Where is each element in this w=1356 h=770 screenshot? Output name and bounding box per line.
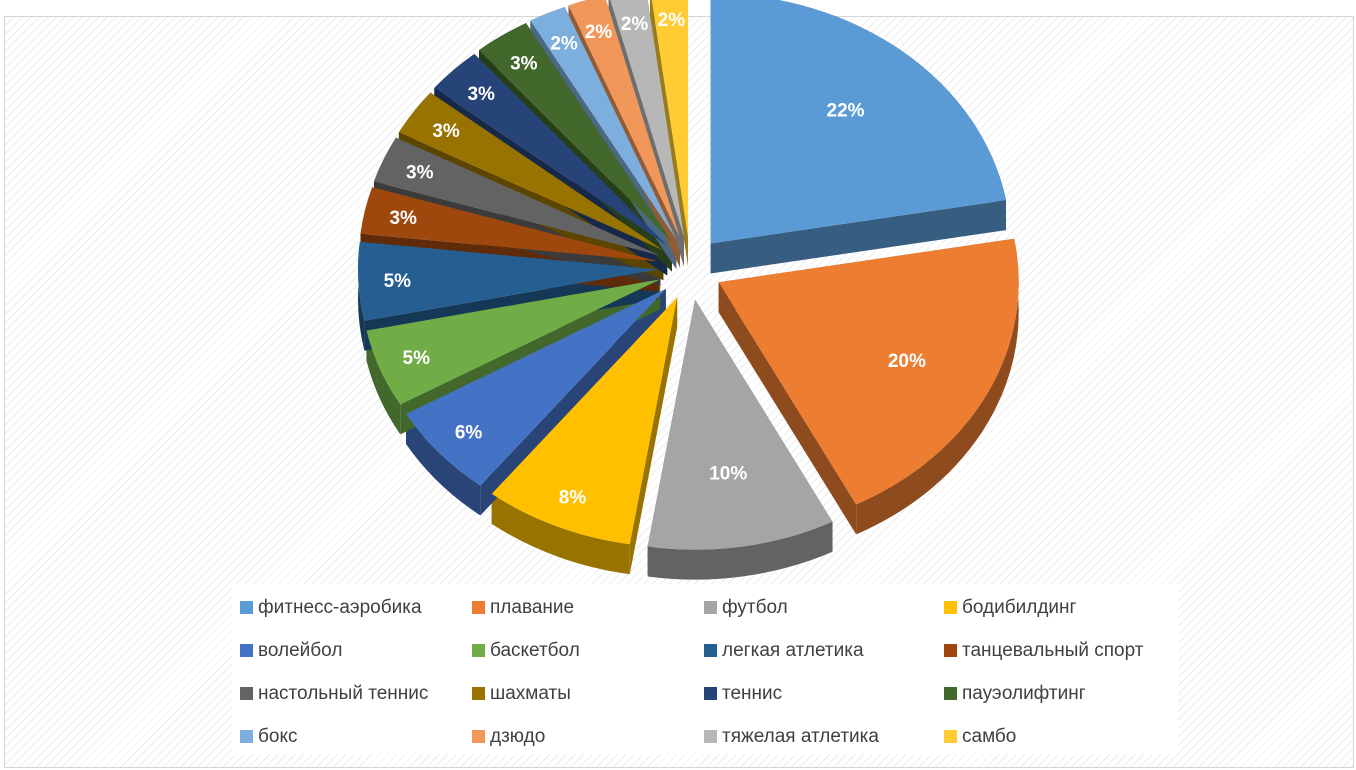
legend-swatch	[704, 644, 717, 657]
legend-item-бодибилдинг: бодибилдинг	[936, 586, 1178, 629]
legend-swatch	[944, 644, 957, 657]
legend-item-пауэолифтинг: пауэолифтинг	[936, 672, 1178, 715]
pie-slices	[358, 0, 1019, 550]
pie-slice-баскетбол	[366, 279, 661, 405]
pie-side-самбо	[649, 0, 688, 267]
legend-swatch	[944, 601, 957, 614]
legend-item-плавание: плавание	[464, 586, 696, 629]
legend-item-фитнесс-аэробика: фитнесс-аэробика	[232, 586, 464, 629]
legend-swatch	[944, 687, 957, 700]
legend-swatch	[240, 644, 253, 657]
legend-label: тяжелая атлетика	[722, 725, 879, 747]
legend-label: баскетбол	[490, 639, 580, 661]
pie-side-плавание	[718, 282, 857, 535]
legend-label: плавание	[490, 596, 575, 618]
data-label-самбо: 2%	[658, 10, 686, 31]
legend-swatch	[704, 687, 717, 700]
legend-swatch	[240, 687, 253, 700]
legend: фитнесс-аэробика плавание футбол бодибилдин…	[232, 584, 1178, 754]
legend-item-теннис: теннис	[696, 672, 936, 715]
pie-rim-футбол	[647, 521, 833, 580]
legend-item-самбо: самбо	[936, 715, 1178, 758]
pie-slice-самбо	[651, 0, 688, 237]
legend-label: дзюдо	[490, 725, 546, 747]
data-label-тяжелая-атлетика: 2%	[621, 14, 649, 35]
data-label-бодибилдинг: 8%	[559, 488, 587, 509]
pie-slice-волейбол	[406, 288, 666, 486]
pie-slice-плавание	[718, 238, 1019, 505]
legend-label: настольный теннис	[258, 682, 429, 704]
legend-label: пауэолифтинг	[962, 682, 1086, 704]
legend-label: бокс	[258, 725, 298, 747]
legend-label: волейбол	[258, 639, 343, 661]
pie-slice-шахматы	[398, 92, 664, 251]
data-label-танцевальный-спорт: 3%	[389, 208, 417, 229]
legend-item-шахматы: шахматы	[464, 672, 696, 715]
legend-item-тяжелая-атлетика: тяжелая атлетика	[696, 715, 936, 758]
legend-swatch	[704, 601, 717, 614]
data-label-баскетбол: 5%	[403, 348, 431, 369]
pie-slice-бокс	[530, 7, 677, 240]
data-label-фитнесс-аэробика: 22%	[827, 100, 865, 121]
pie-slice-пауэолифтинг	[479, 23, 672, 242]
pie-rim-плавание	[856, 238, 1019, 535]
pie-side-бодибилдинг	[629, 297, 678, 575]
legend-swatch	[472, 644, 485, 657]
pie-slice-футбол	[647, 299, 833, 550]
legend-label: легкая атлетика	[722, 639, 864, 661]
pie-slice-дзюдо	[568, 0, 681, 238]
legend-swatch	[472, 687, 485, 700]
pie-slice-танцевальный-спорт	[360, 187, 659, 262]
pie-slice-легкая-атлетика	[358, 241, 659, 321]
data-label-шахматы: 3%	[432, 121, 460, 142]
pie-rim-баскетбол	[366, 330, 401, 435]
data-label-легкая-атлетика: 5%	[384, 271, 412, 292]
legend-label: бодибилдинг	[962, 596, 1077, 618]
legend-label: самбо	[962, 725, 1017, 747]
legend-item-волейбол: волейбол	[232, 629, 464, 672]
data-label-футбол: 10%	[709, 463, 747, 484]
legend-swatch	[472, 730, 485, 743]
legend-item-дзюдо: дзюдо	[464, 715, 696, 758]
legend-swatch	[240, 730, 253, 743]
legend-item-баскетбол: баскетбол	[464, 629, 696, 672]
legend-label: футбол	[722, 596, 788, 618]
legend-item-настольный-теннис: настольный теннис	[232, 672, 464, 715]
legend-label: фитнесс-аэробика	[258, 596, 422, 618]
legend-label: теннис	[722, 682, 783, 704]
legend-item-танцевальный-спорт: танцевальный спорт	[936, 629, 1178, 672]
legend-item-бокс: бокс	[232, 715, 464, 758]
pie-data-labels: 22% 20% 10% 8% 6% 5% 5% 3% 3% 3% 3% 3% 2% 2% 2% 2%	[384, 10, 926, 509]
pie-rim-бодибилдинг	[491, 493, 630, 575]
pie-slice-тяжелая-атлетика	[610, 0, 684, 237]
data-label-плавание: 20%	[888, 351, 926, 372]
data-label-волейбол: 6%	[455, 422, 483, 443]
data-label-теннис: 3%	[467, 84, 495, 105]
legend-label: танцевальный спорт	[962, 639, 1144, 661]
data-label-дзюдо: 2%	[585, 22, 613, 43]
data-label-пауэолифтинг: 3%	[510, 53, 538, 74]
pie-side-фитнесс-аэробика	[710, 200, 1007, 274]
pie-slice-теннис	[434, 54, 668, 246]
legend-swatch	[472, 601, 485, 614]
legend-item-футбол: футбол	[696, 586, 936, 629]
legend-swatch	[944, 730, 957, 743]
legend-swatch	[240, 601, 253, 614]
legend-item-легкая-атлетика: легкая атлетика	[696, 629, 936, 672]
pie-slice-фитнесс-аэробика	[710, 0, 1007, 244]
data-label-настольный-теннис: 3%	[406, 163, 434, 184]
legend-swatch	[704, 730, 717, 743]
data-label-бокс: 2%	[550, 34, 578, 55]
legend-label: шахматы	[490, 682, 571, 704]
pie-slice-бодибилдинг	[491, 297, 678, 545]
pie-slice-настольный-теннис	[374, 137, 661, 256]
pie-rim-волейбол	[406, 413, 481, 516]
